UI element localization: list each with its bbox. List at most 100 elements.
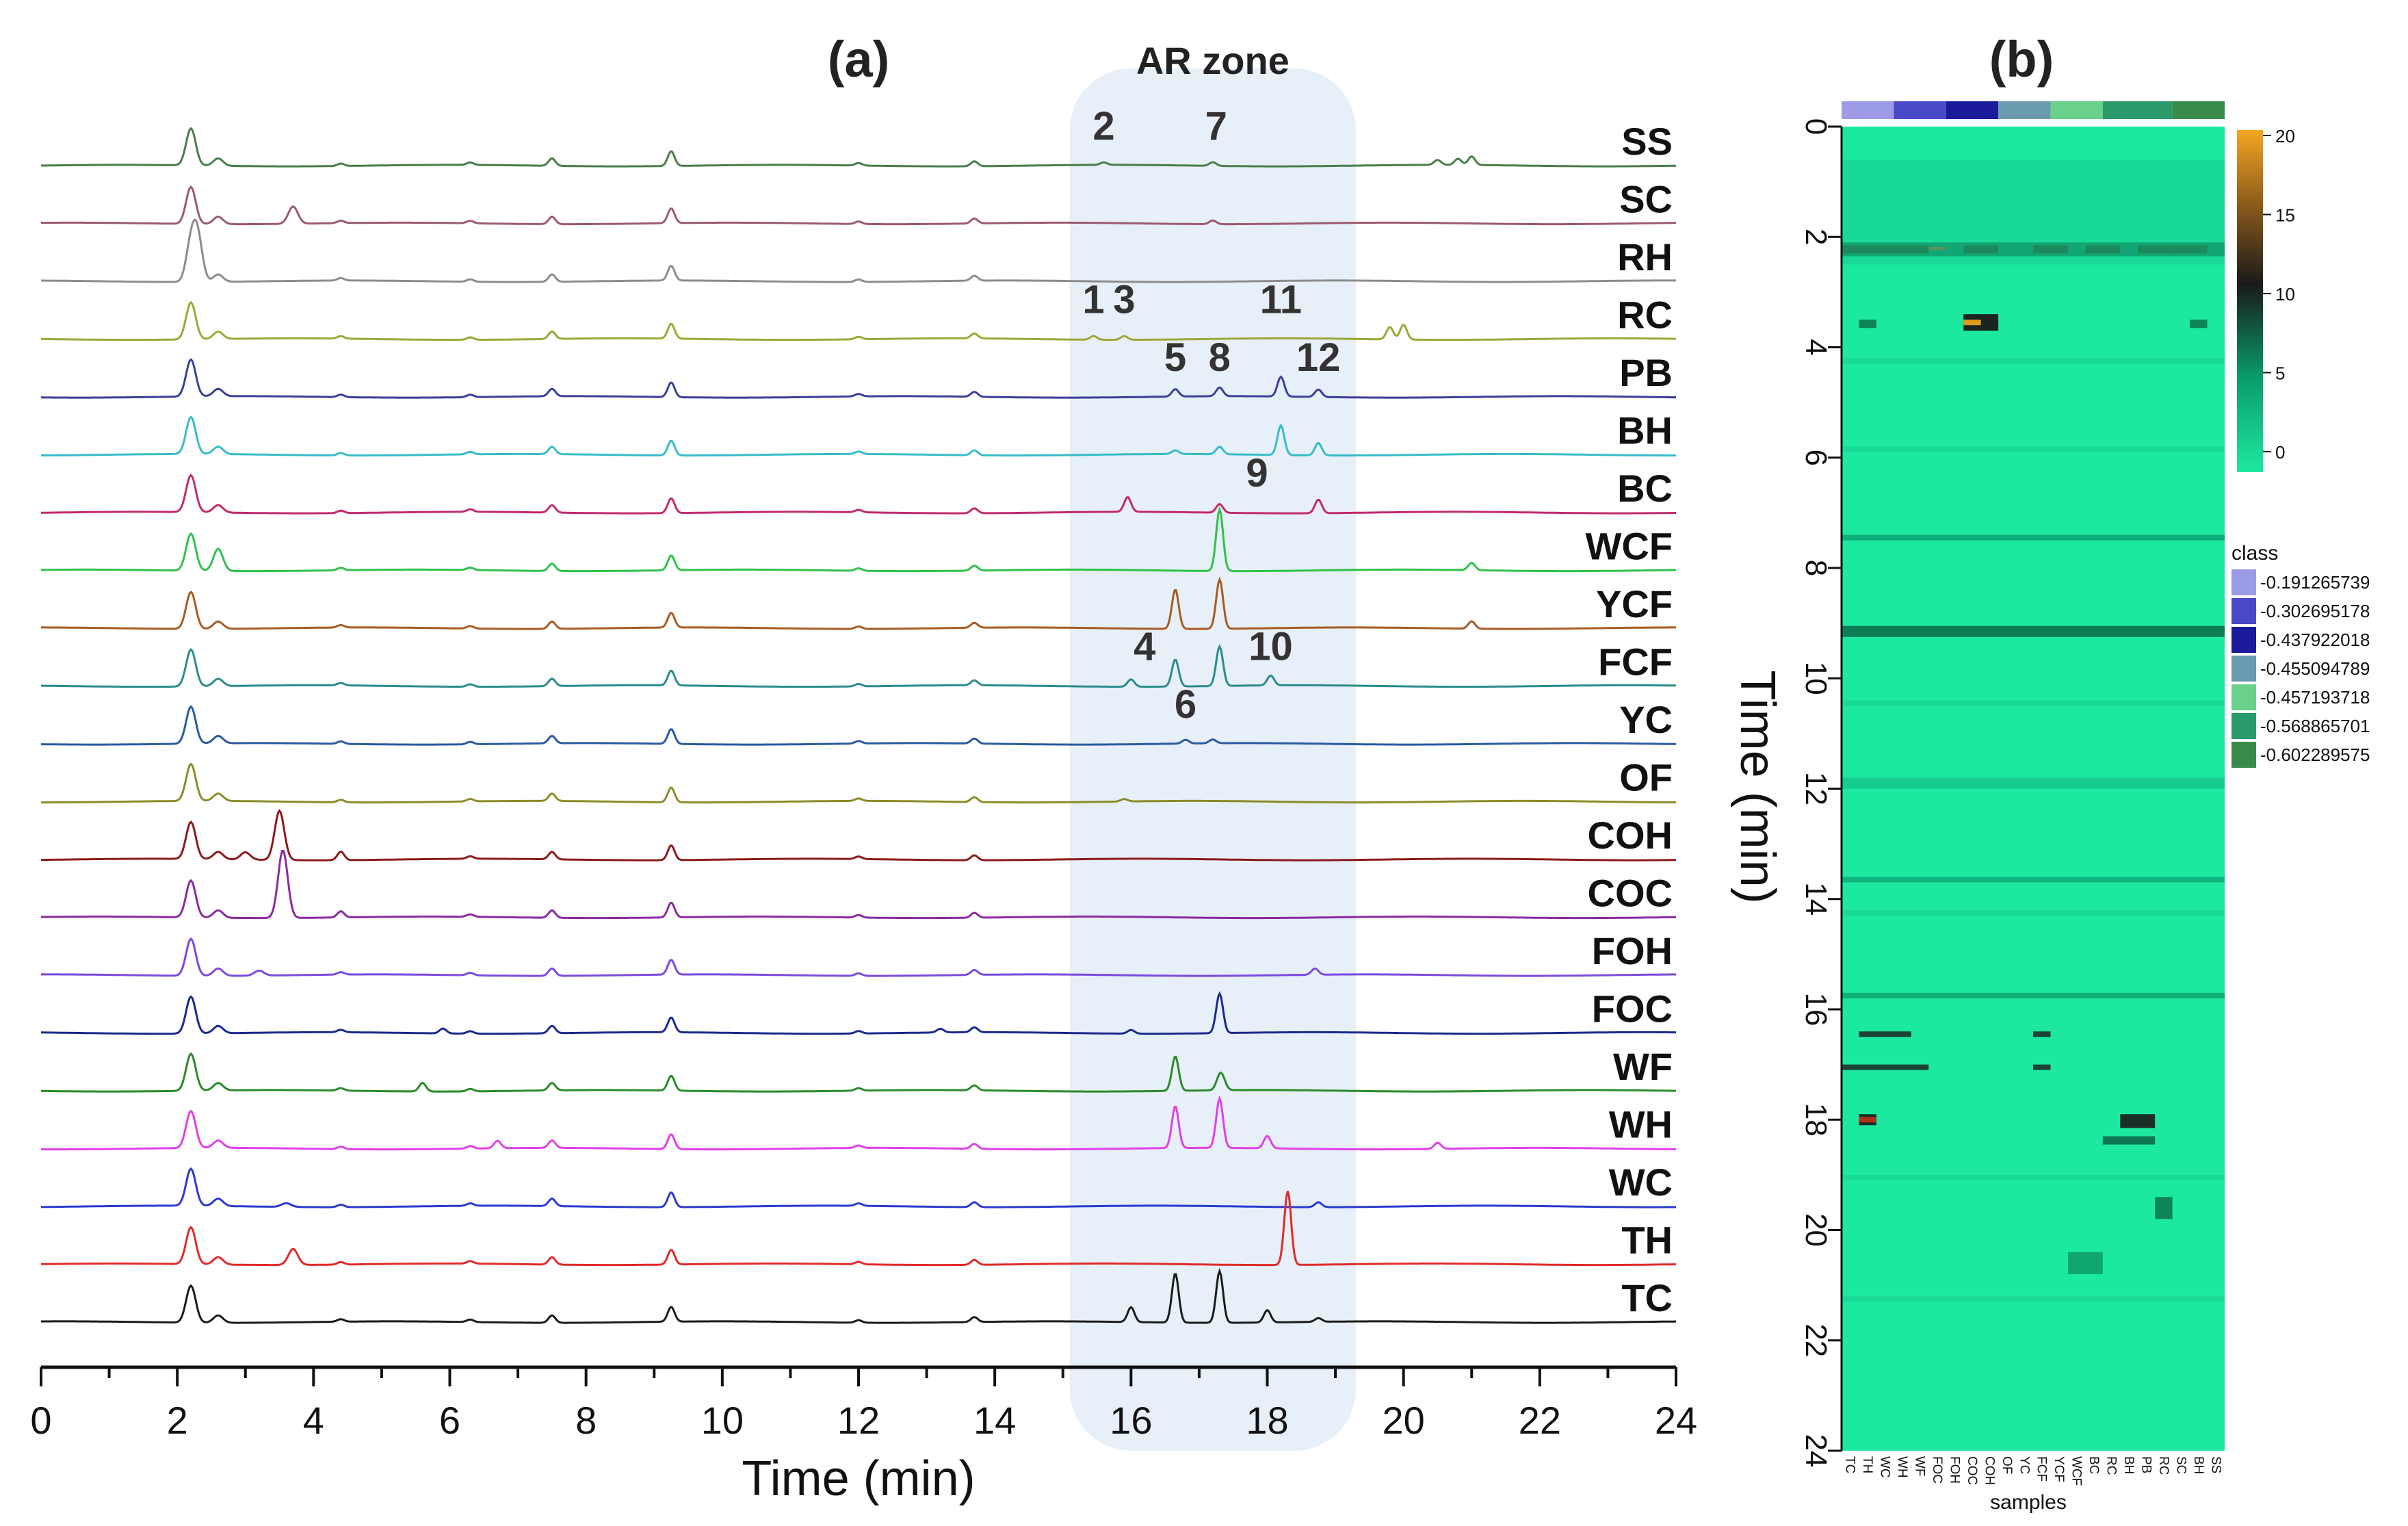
class-legend-swatch <box>2232 713 2256 739</box>
heatmap-sample-label: TH <box>1860 1456 1874 1473</box>
trace-coh <box>41 809 1676 862</box>
heatmap-sample-label: PB <box>2138 1456 2153 1473</box>
trace-rh <box>41 218 1676 283</box>
peak-label-3: 3 <box>1113 278 1135 322</box>
trace-foc <box>41 991 1676 1035</box>
x-tick-label: 12 <box>837 1399 880 1442</box>
heatmap-cell <box>1842 1064 1929 1070</box>
panel-a-background <box>27 41 1697 1485</box>
chromatogram-traces <box>40 127 1677 1324</box>
heatmap-sample-label: OF <box>2000 1456 2014 1474</box>
heatmap-cell <box>1963 320 1981 326</box>
trace-rc <box>40 300 1676 341</box>
heatmap-y-tick-label: 20 <box>1799 1213 1833 1247</box>
trace-pb <box>41 358 1676 399</box>
trace-label-coc: COC <box>1588 872 1673 915</box>
class-legend-swatch <box>2232 627 2256 653</box>
trace-sc <box>41 185 1677 226</box>
heatmap-bands <box>1842 159 2225 1302</box>
trace-label-ycf: YCF <box>1596 582 1673 625</box>
trace-foh <box>41 937 1676 977</box>
class-legend-title: class <box>2232 542 2278 565</box>
trace-fcf <box>41 644 1677 688</box>
class-bar-segment <box>1946 101 1999 119</box>
heatmap-cell <box>2120 1114 2156 1128</box>
x-axis-title: Time (min) <box>742 1451 975 1506</box>
heatmap-cell <box>2155 1197 2173 1219</box>
heatmap-cell <box>1842 446 2225 452</box>
class-legend-value: -0.302695178 <box>2260 601 2370 621</box>
trace-label-pb: PB <box>1619 351 1673 394</box>
x-tick-label: 10 <box>701 1399 744 1442</box>
class-legend-swatch <box>2232 684 2256 710</box>
trace-wc <box>41 1167 1677 1208</box>
heatmap-cell <box>1842 877 2225 883</box>
heatmap-y-tick-label: 18 <box>1799 1103 1833 1137</box>
trace-tc <box>41 1267 1676 1324</box>
class-bar-segment <box>2050 101 2103 119</box>
x-tick-label: 20 <box>1383 1399 1425 1442</box>
x-tick-label: 8 <box>575 1399 597 1442</box>
heatmap-sample-label: FOH <box>1947 1456 1961 1484</box>
peak-label-11: 11 <box>1260 278 1302 322</box>
trace-ycf <box>41 576 1676 630</box>
heatmap-sample-label: RC <box>2156 1456 2171 1475</box>
x-tick-label: 16 <box>1110 1399 1152 1442</box>
heatmap-y-tick-label: 2 <box>1799 229 1833 245</box>
trace-label-wf: WF <box>1613 1045 1673 1088</box>
heatmap-sample-label: YC <box>2017 1456 2031 1474</box>
heatmap-cell <box>1842 1174 2225 1180</box>
heatmap-y-tick-label: 24 <box>1799 1434 1833 1468</box>
ar-zone-region <box>1069 68 1356 1451</box>
colorbar-tick-label: 5 <box>2275 363 2285 384</box>
trace-labels: SS SC RH RC PB BH BC WCF YCF FCF YC OF COH COC FOH FOC W… <box>1585 120 1673 1319</box>
heatmap-cell <box>1842 625 2225 637</box>
trace-of <box>41 762 1677 804</box>
heatmap-cell <box>1842 358 2225 364</box>
x-tick-label: 4 <box>303 1399 324 1442</box>
heatmap-cell <box>2102 1136 2156 1145</box>
heatmap-y-tick-label: 14 <box>1799 882 1833 916</box>
peak-label-7: 7 <box>1205 104 1227 148</box>
peak-label-5: 5 <box>1164 335 1186 380</box>
x-axis-ticks: 0 2 4 6 8 10 12 14 16 18 20 22 24 <box>30 1367 1697 1442</box>
trace-wh <box>41 1095 1677 1151</box>
class-legend-value: -0.437922018 <box>2260 630 2370 650</box>
trace-bh <box>41 415 1676 457</box>
trace-ss <box>41 127 1677 168</box>
heatmap-cell <box>1859 1031 1911 1037</box>
trace-label-coh: COH <box>1588 814 1673 857</box>
heatmap-sample-label: WF <box>1913 1456 1927 1477</box>
x-tick-label: 2 <box>167 1399 188 1442</box>
heatmap-y-tick-label: 6 <box>1799 450 1833 466</box>
class-bar-segment <box>1894 101 1946 119</box>
heatmap-class-bar <box>1842 101 2225 119</box>
trace-th <box>41 1191 1676 1267</box>
heatmap-y-title: Time (min) <box>1730 670 1785 903</box>
trace-label-tc: TC <box>1621 1276 1673 1319</box>
trace-label-of: OF <box>1619 756 1673 799</box>
heatmap-cell <box>1859 1117 1876 1123</box>
heatmap-y-tick-label: 10 <box>1799 662 1833 695</box>
heatmap-cell <box>1842 909 2225 916</box>
heatmap-cell <box>1842 700 2225 706</box>
class-legend-value: -0.457193718 <box>2260 687 2370 708</box>
heatmap-cell <box>1842 159 2225 265</box>
trace-label-sc: SC <box>1619 178 1673 221</box>
peak-label-2: 2 <box>1092 104 1114 148</box>
heatmap-x-title: samples <box>1990 1491 2067 1514</box>
trace-label-foh: FOH <box>1592 929 1673 972</box>
class-bar-segment <box>1842 101 1894 119</box>
class-legend-value: -0.191265739 <box>2260 572 2370 593</box>
heatmap-cell <box>1842 777 2225 789</box>
peak-label-12: 12 <box>1296 335 1341 380</box>
colorbar-tick-label: 10 <box>2275 284 2295 305</box>
heatmap-cell <box>1859 320 1876 328</box>
heatmap-sample-label: TC <box>1843 1456 1857 1473</box>
colorbar-tick-label: 0 <box>2275 442 2285 463</box>
x-tick-label: 0 <box>30 1399 51 1442</box>
peak-label-10: 10 <box>1248 625 1293 669</box>
heatmap-cell <box>1842 534 2225 541</box>
heatmap-cell <box>2067 1252 2103 1274</box>
ar-zone-label: AR zone <box>1136 39 1290 82</box>
